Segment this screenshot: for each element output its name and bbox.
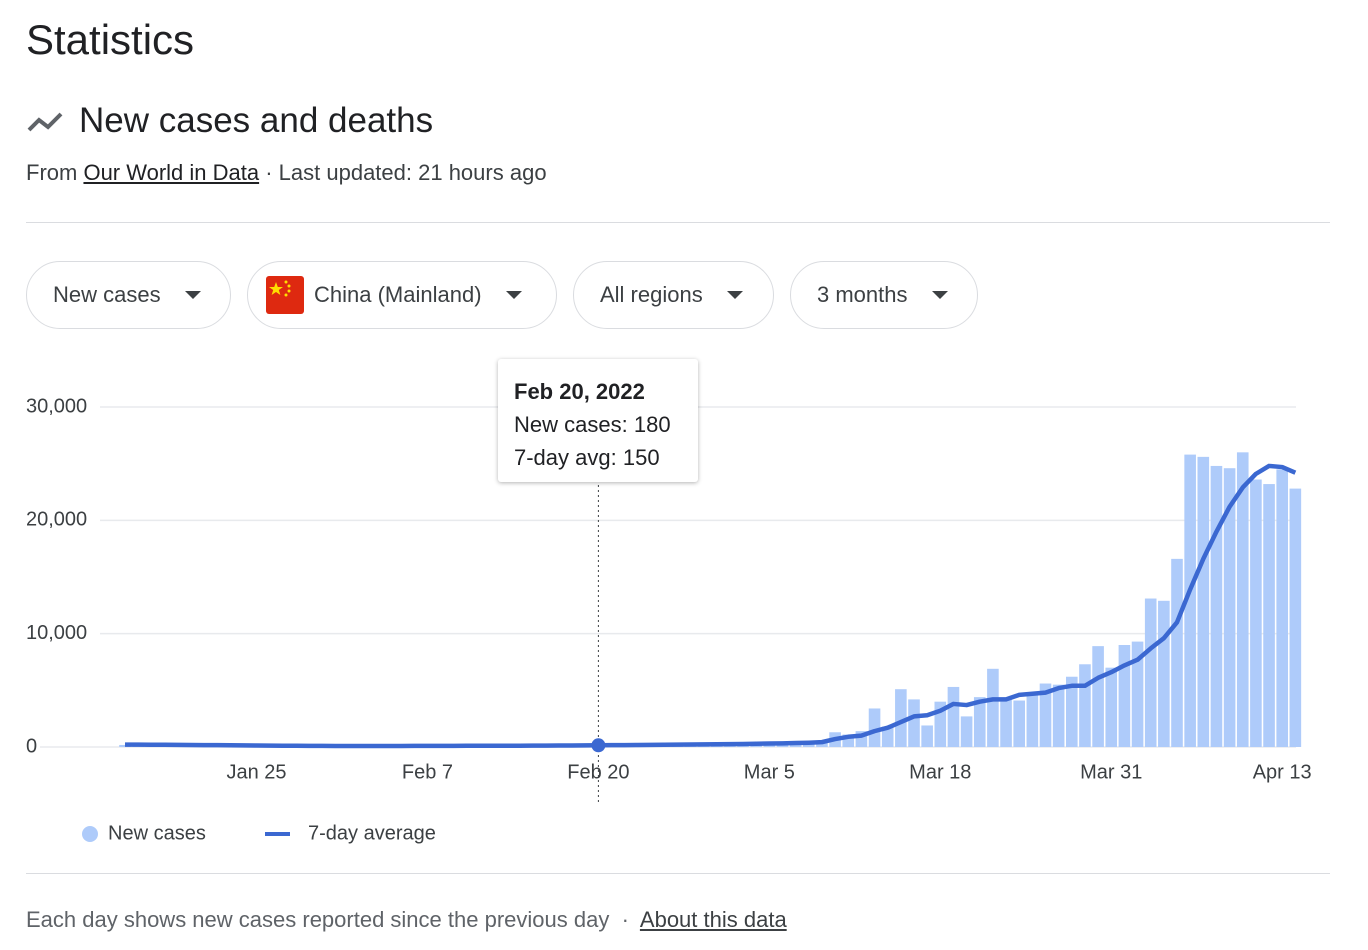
bar bbox=[1171, 558, 1183, 747]
section-title: New cases and deaths bbox=[79, 101, 434, 140]
bar bbox=[934, 701, 947, 747]
x-tick-label: Feb 7 bbox=[402, 761, 453, 783]
bar bbox=[1131, 641, 1144, 747]
bar bbox=[855, 731, 868, 747]
x-tick-label: Mar 5 bbox=[744, 761, 795, 783]
bar bbox=[1013, 700, 1025, 747]
bar bbox=[1039, 683, 1052, 747]
tooltip-value: 180 bbox=[633, 412, 671, 437]
bar bbox=[960, 716, 973, 747]
source-line: From Our World in Data · Last updated: 2… bbox=[26, 160, 547, 186]
tooltip-label: New cases: bbox=[514, 412, 628, 437]
footer-note: Each day shows new cases reported since … bbox=[26, 907, 610, 932]
x-tick-label: Feb 20 bbox=[567, 761, 629, 783]
separator: · bbox=[621, 907, 629, 932]
dropdown-label: 3 months bbox=[817, 282, 908, 307]
region-dropdown[interactable]: All regions bbox=[573, 261, 774, 329]
divider bbox=[26, 222, 1330, 223]
tooltip-value: 150 bbox=[622, 445, 660, 470]
bar bbox=[1066, 676, 1078, 747]
x-tick-label: Mar 18 bbox=[909, 761, 971, 783]
bar bbox=[1105, 667, 1118, 747]
bar bbox=[895, 689, 907, 747]
bar bbox=[1184, 454, 1196, 747]
y-tick-label: 20,000 bbox=[26, 509, 87, 531]
trend-icon bbox=[27, 112, 63, 132]
legend-swatch bbox=[82, 826, 98, 842]
tooltip-title: Feb 20, 2022 bbox=[514, 379, 645, 404]
bar bbox=[1079, 664, 1091, 747]
legend-label: New cases bbox=[108, 822, 206, 844]
bar bbox=[921, 725, 933, 747]
y-tick-label: 30,000 bbox=[26, 395, 87, 417]
bar bbox=[881, 726, 894, 747]
bar bbox=[1000, 698, 1012, 747]
bar bbox=[1052, 684, 1065, 747]
bar bbox=[1197, 456, 1210, 747]
x-tick-label: Apr 13 bbox=[1253, 761, 1312, 783]
y-tick-label: 10,000 bbox=[26, 622, 87, 644]
bar bbox=[842, 734, 855, 747]
dropdown-label: All regions bbox=[600, 282, 703, 307]
footer: Each day shows new cases reported since … bbox=[26, 907, 787, 933]
bar bbox=[1118, 645, 1131, 747]
dropdown-label: China (Mainland) bbox=[314, 282, 482, 307]
flag bbox=[266, 276, 304, 314]
source-link[interactable]: Our World in Data bbox=[83, 160, 260, 185]
tooltip: Feb 20, 2022 New cases: 180 7-day avg: 1… bbox=[498, 359, 698, 482]
tooltip-label: 7-day avg: bbox=[514, 445, 617, 470]
tooltip-cases: New cases: 180 bbox=[514, 408, 682, 441]
x-tick-label: Mar 31 bbox=[1080, 761, 1142, 783]
y-tick-label: 0 bbox=[26, 735, 37, 757]
period-dropdown[interactable]: 3 months bbox=[790, 261, 978, 329]
bar bbox=[803, 743, 815, 747]
bar bbox=[1236, 452, 1249, 747]
divider bbox=[26, 873, 1330, 874]
bar bbox=[987, 668, 999, 747]
bar bbox=[1158, 600, 1170, 747]
bar bbox=[1263, 484, 1275, 747]
source-prefix: From bbox=[26, 160, 78, 185]
hover-point bbox=[591, 738, 606, 753]
bar bbox=[908, 699, 920, 747]
country-dropdown[interactable]: China (Mainland) bbox=[247, 261, 557, 329]
bar bbox=[1092, 646, 1104, 747]
bar bbox=[947, 686, 960, 747]
tooltip-avg: 7-day avg: 150 bbox=[514, 441, 682, 474]
bar bbox=[816, 741, 828, 747]
bar bbox=[1223, 468, 1236, 747]
bar bbox=[868, 708, 881, 747]
bar bbox=[973, 697, 986, 747]
legend-label: 7-day average bbox=[308, 822, 436, 844]
bar bbox=[1210, 465, 1223, 747]
dropdown-label: New cases bbox=[53, 282, 161, 307]
bar bbox=[1144, 598, 1157, 747]
updated: · Last updated: 21 hours ago bbox=[265, 160, 547, 185]
bar bbox=[1026, 693, 1039, 747]
line bbox=[124, 463, 1297, 749]
about-link[interactable]: About this data bbox=[639, 907, 787, 932]
metric-dropdown[interactable]: New cases bbox=[26, 261, 231, 329]
x-tick-label: Jan 25 bbox=[226, 761, 286, 783]
bar bbox=[1250, 479, 1262, 747]
page-title: Statistics bbox=[26, 16, 195, 63]
bar bbox=[1289, 488, 1302, 747]
bar bbox=[1276, 469, 1288, 747]
